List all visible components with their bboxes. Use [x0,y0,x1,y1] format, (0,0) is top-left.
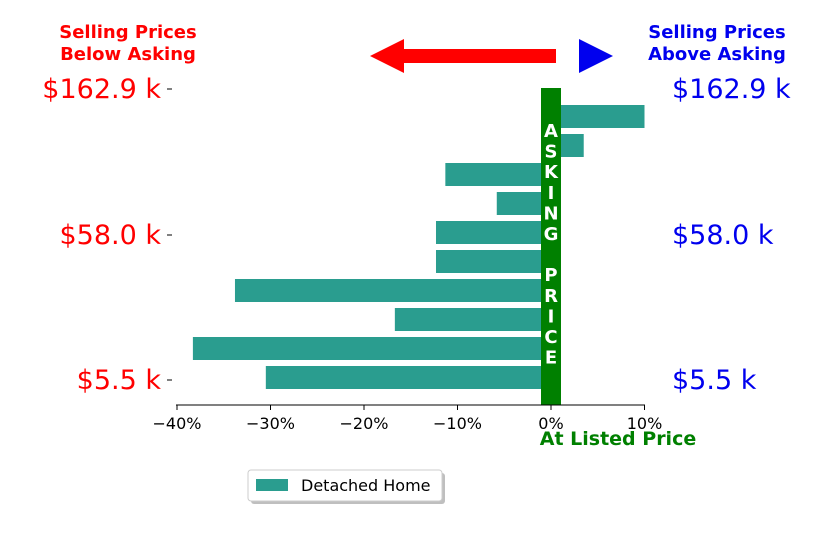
y-label-left-2: $5.5 k [77,365,162,396]
x-caption: At Listed Price [540,428,696,450]
x-tick-label-1: −30% [246,414,295,433]
x-tick-label-2: −20% [340,414,389,433]
header-right-line1: Selling Prices [648,22,785,43]
y-label-right-0: $162.9 k [672,74,791,105]
y-labels: $162.9 k $58.0 k $5.5 k $162.9 k $58.0 k $5.5… [42,74,791,396]
band-letter-2: K [544,162,559,183]
bar-4 [435,221,551,244]
x-tick-label-0: −40% [153,414,202,433]
bar-9 [265,366,551,389]
arrow-right-icon [579,39,613,73]
legend: Detached Home [247,469,445,504]
bar-7 [394,308,551,331]
legend-box [247,469,443,502]
bar-6 [234,279,551,302]
bars-group [192,105,645,389]
band-letter-8: R [544,286,558,307]
band-letter-0: A [544,121,558,142]
band-letter-1: S [545,142,558,163]
y-label-right-2: $5.5 k [672,365,757,396]
band-letter-3: I [548,183,555,204]
y-label-left-0: $162.9 k [42,74,161,105]
bar-5 [435,250,551,273]
x-axis: −40% −30% −20% −10% 0% 10% [153,404,663,433]
band-letter-5: G [544,224,559,245]
bar-2 [445,163,551,186]
header-left-line1: Selling Prices [59,22,196,43]
y-label-right-1: $58.0 k [672,220,774,251]
bar-8 [192,337,551,360]
x-tick-label-5: 10% [627,414,663,433]
legend-label: Detached Home [301,476,431,495]
bar-0 [551,105,645,128]
band-letter-7: P [544,265,557,286]
header-right-line2: Above Asking [648,44,786,65]
band-letter-11: E [545,348,557,369]
x-tick-label-3: −10% [433,414,482,433]
band-letter-9: I [548,306,555,327]
arrow-left-icon [370,39,556,73]
legend-swatch [256,479,288,491]
band-letter-10: C [544,327,557,348]
header-left-line2: Below Asking [60,44,196,65]
bar-3 [496,192,551,215]
band-letter-4: N [543,203,558,224]
y-label-left-1: $58.0 k [59,220,161,251]
asking-price-band [541,88,561,405]
x-tick-label-4: 0% [538,414,563,433]
